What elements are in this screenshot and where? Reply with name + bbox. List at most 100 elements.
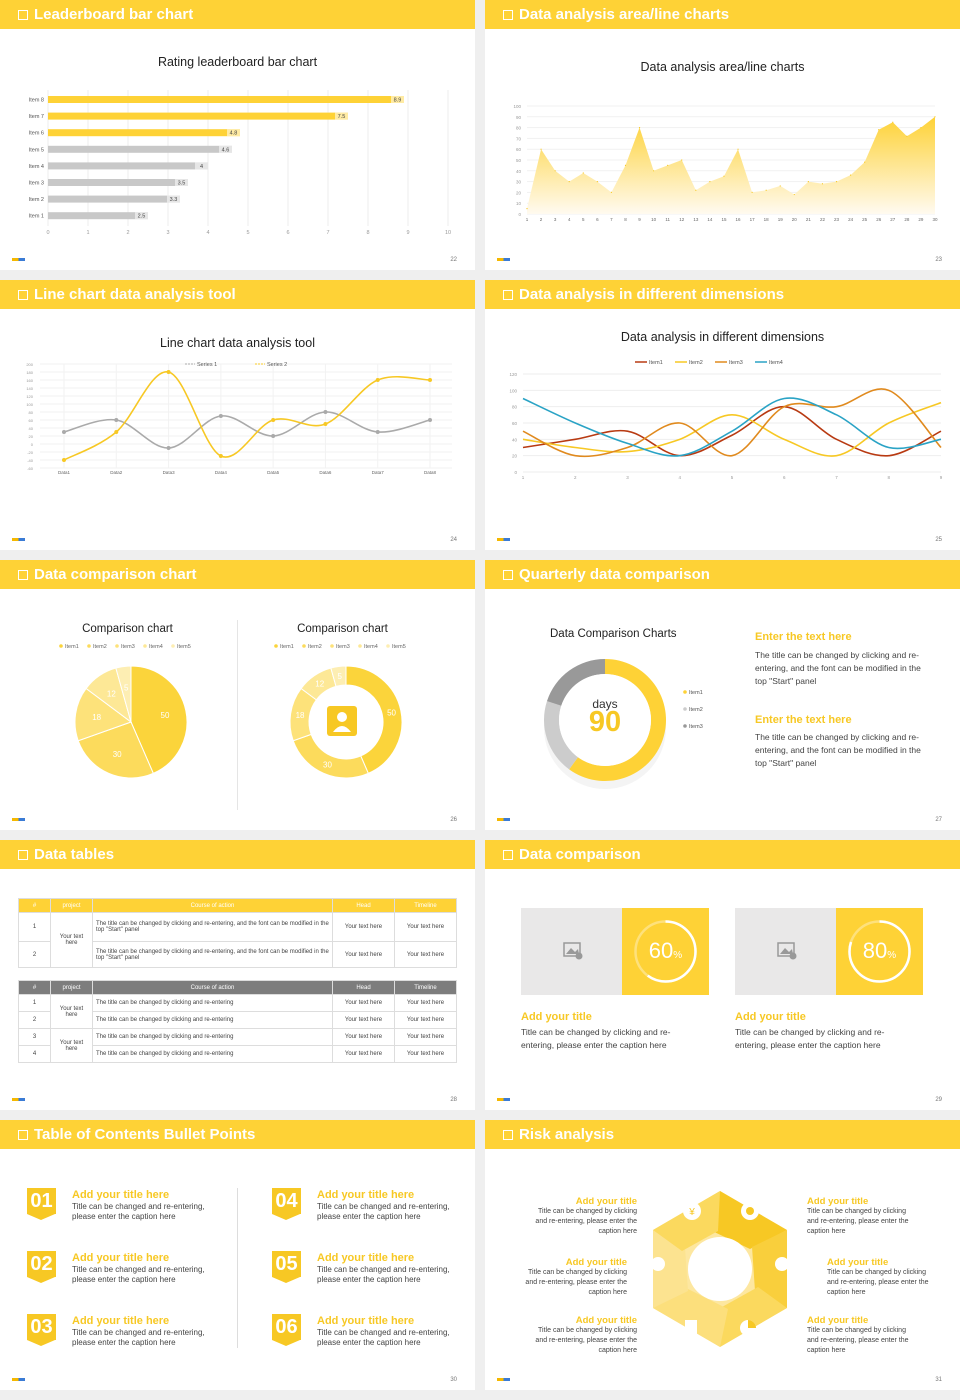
data-point (681, 159, 683, 161)
data-label: 30 (323, 761, 332, 770)
pie-charts: Item1 Item2 Item3 Item4 Item5 50 30 18 12 5 Item1 I… (59, 644, 406, 779)
bar (48, 96, 404, 103)
checkbox-icon (18, 850, 28, 860)
cell: Your text here (50, 1028, 93, 1063)
legend-swatch (386, 644, 390, 648)
toc-item-text: Title can be changed and re-entering, pl… (72, 1265, 205, 1284)
legend-swatch (274, 644, 278, 648)
text2-body: The title can be changed by clicking and… (755, 732, 921, 768)
donut-slice (546, 659, 605, 706)
toc-item-title: Add your title here (72, 1315, 170, 1327)
hexagon-cycle-diagram: ¥ (651, 1191, 789, 1347)
data-label: 4.8 (230, 131, 238, 137)
data-point (114, 430, 119, 434)
x-tick-label: 15 (721, 217, 727, 222)
y-tick-label: 180 (26, 370, 33, 375)
data-point (218, 414, 223, 418)
data-label: 18 (296, 711, 305, 720)
checkbox-icon (503, 1130, 513, 1140)
x-tick-label: 2 (126, 230, 129, 236)
cell: Your text here (332, 994, 395, 1012)
slide-title: Data analysis area/line charts (519, 6, 730, 23)
x-tick-label: 28 (904, 217, 910, 222)
text1-title: Enter the text here (755, 631, 852, 643)
risk-item-title: Add your title (807, 1315, 869, 1326)
x-tick-label: 6 (596, 217, 599, 222)
slide-title: Line chart data analysis tool (34, 286, 236, 303)
data-point (166, 446, 171, 450)
x-tick-label: 1 (526, 217, 529, 222)
line-chart: -60 -40 -20 0 20 40 60 80 100 120 140 160 180 200 Data… (26, 362, 452, 475)
pie-slice (130, 665, 188, 775)
handshake-icon (651, 1257, 665, 1271)
legend-label: Series 2 (267, 362, 287, 368)
checkbox-icon (18, 290, 28, 300)
checkbox-icon (503, 10, 513, 20)
risk-item: Add your title Title can be changed by c… (525, 1315, 637, 1356)
cell: Your text here (332, 1045, 395, 1063)
pie-icon (740, 1320, 756, 1336)
risk-item-text: Title can be changed by clicking and re-… (807, 1327, 909, 1354)
money-bag-icon: ¥ (683, 1202, 701, 1220)
cell: Your text here (332, 941, 395, 968)
data-point (835, 181, 838, 183)
data-table-1: # project Course of action Head Timeline 1 Yo… (18, 898, 457, 968)
y-tick-label: 0 (518, 212, 521, 217)
series-line (63, 411, 431, 449)
x-tick-label: 18 (764, 217, 770, 222)
th: Timeline (394, 898, 457, 913)
toc-item-title: Add your title here (317, 1315, 415, 1327)
y-tick-label: Item 3 (29, 181, 44, 187)
x-tick-label: 10 (651, 217, 657, 222)
x-tick-label: 17 (750, 217, 756, 222)
y-tick-label: Item 5 (29, 147, 44, 153)
card-title: Add your title (735, 1011, 806, 1023)
y-tick-label: 20 (516, 190, 522, 195)
y-tick-label: 140 (26, 386, 33, 391)
y-tick-label: Item 1 (29, 214, 44, 220)
x-tick-label: 8 (887, 475, 890, 480)
data-label: 50 (387, 709, 396, 718)
legend-label: Item1 (649, 360, 663, 366)
toc-number-badge: 03 (27, 1314, 56, 1346)
y-tick-label: 30 (516, 180, 522, 185)
legend-label: Item4 (364, 644, 378, 650)
x-tick-label: 24 (848, 217, 854, 222)
data-label: 5 (124, 684, 129, 693)
image-placeholder[interactable] (521, 908, 622, 995)
data-label: 18 (92, 713, 101, 722)
x-tick-label: 5 (246, 230, 249, 236)
cell: 1 (18, 912, 51, 942)
slide-toc: Table of Contents Bullet Points 01 Add y… (0, 1120, 475, 1390)
data-point (540, 148, 542, 150)
x-tick-label: Data1 (58, 470, 71, 475)
cell: The title can be changed by clicking and… (92, 1011, 333, 1029)
image-placeholder[interactable] (735, 908, 836, 995)
x-tick-label: 1 (522, 475, 525, 480)
toc-item-text: Title can be changed and re-entering, pl… (317, 1202, 450, 1221)
risk-item-text: Title can be changed by clicking and re-… (535, 1327, 637, 1354)
data-point (582, 172, 584, 174)
cell: Your text here (394, 994, 457, 1012)
th: Head (332, 898, 395, 913)
bar-label-bg (167, 195, 180, 203)
legend-swatch (683, 690, 687, 694)
cell: The title can be changed by clicking and… (92, 1028, 333, 1046)
logo (497, 1378, 510, 1381)
th: # (18, 898, 51, 913)
toc-number-badge: 06 (272, 1314, 301, 1346)
legend-swatch (683, 724, 687, 728)
y-tick-label: 100 (509, 388, 517, 393)
y-tick-label: Item 8 (29, 98, 44, 104)
y-tick-label: 40 (512, 437, 518, 442)
legend-swatch (683, 707, 687, 711)
slide-data-comparison: Data comparison 60% Add your title Title… (485, 840, 960, 1110)
legend-swatch (143, 644, 147, 648)
logo (12, 538, 25, 541)
risk-item-text: Title can be changed by clicking and re-… (827, 1269, 929, 1296)
pie-slice (115, 665, 132, 723)
cell: The title can be changed by clicking and… (92, 912, 333, 942)
risk-item: Add your title Title can be changed by c… (525, 1196, 637, 1237)
toc-item-text: Title can be changed and re-entering, pl… (72, 1202, 205, 1221)
slide-dimensions: Data analysis in different dimensions Da… (485, 280, 960, 550)
